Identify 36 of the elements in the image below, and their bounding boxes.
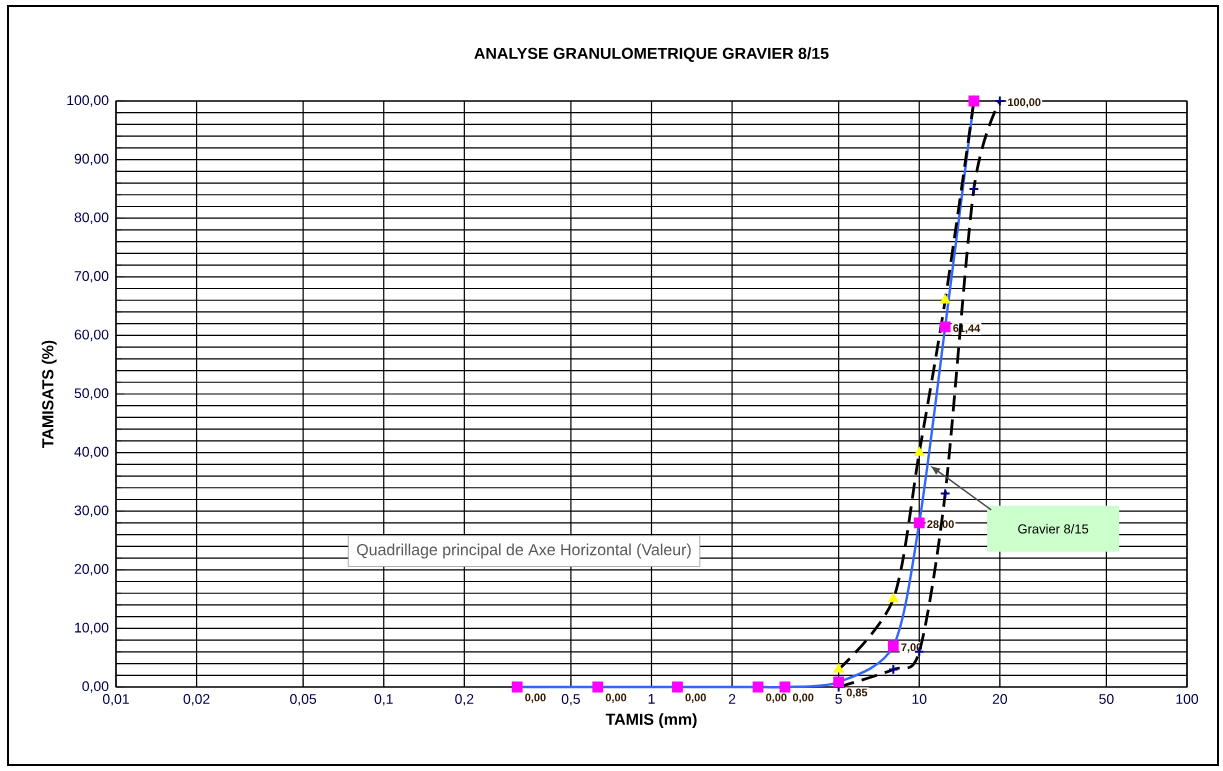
x-tick-label: 10 [912, 694, 927, 704]
x-tick-label: 0,02 [183, 694, 210, 706]
x-tick-label: 0,05 [290, 694, 317, 706]
annotation: Quadrillage principal de Axe Horizontal (Valeur) [357, 543, 691, 559]
data-label: 0,85 [846, 688, 868, 698]
x-tick-label: 0,2 [455, 694, 474, 706]
x-tick-label: 5 [835, 694, 842, 704]
y-tick-label: 40,00 [74, 446, 109, 459]
y-tick-label: 30,00 [74, 505, 109, 517]
y-tick-label: 10,00 [75, 622, 109, 635]
y-tick-label: 0,00 [82, 681, 109, 693]
x-tick-label: 0,5 [561, 694, 580, 706]
data-label: 0,00 [766, 693, 787, 703]
x-axis-title: TAMIS (mm) [605, 713, 697, 729]
data-label: 0,00 [605, 693, 627, 703]
y-tick-label: 80,00 [74, 212, 109, 224]
x-tick-label: 0,01 [102, 694, 129, 706]
x-tick-label: 50 [1099, 694, 1114, 704]
data-label: 0,00 [685, 693, 706, 703]
chart-title: ANALYSE GRANULOMETRIQUE GRAVIER 8/15 [474, 47, 829, 62]
x-tick-label: 2 [728, 694, 736, 704]
y-tick-label: 60,00 [74, 329, 109, 342]
annotation: Gravier 8/15 [1018, 524, 1089, 534]
y-tick-label: 70,00 [74, 271, 109, 283]
y-axis-title: TAMISATS (%) [41, 340, 57, 448]
x-tick-label: 20 [992, 694, 1008, 704]
data-label: 0,00 [792, 693, 814, 703]
x-tick-label: 0,1 [374, 694, 393, 706]
y-tick-label: 50,00 [74, 388, 109, 400]
data-label: 0,00 [525, 693, 546, 703]
data-label: 100,00 [1008, 98, 1041, 108]
y-tick-label: 90,00 [74, 153, 109, 166]
x-tick-label: 1 [648, 694, 655, 704]
y-tick-label: 20,00 [74, 564, 109, 576]
x-tick-label: 100 [1176, 694, 1199, 704]
y-tick-label: 100,00 [67, 95, 109, 107]
